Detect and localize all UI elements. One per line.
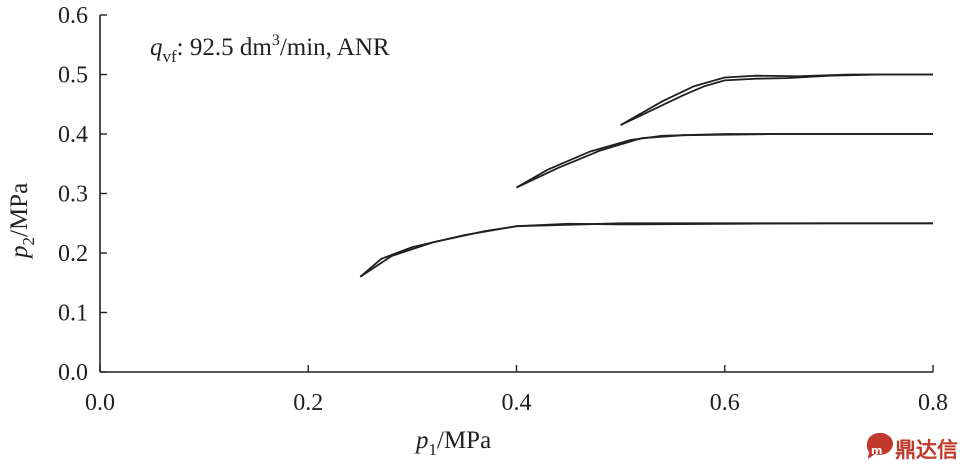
y-tick-label: 0.1 [58, 301, 88, 327]
series-line-2 [359, 222, 933, 278]
series-line-4 [516, 133, 933, 189]
watermark: m 鼎达信 [866, 432, 958, 462]
x-axis-title: p1/MPa [414, 427, 491, 459]
y-tick-label: 0.5 [58, 63, 88, 89]
chart-annotation: qvf: 92.5 dm3/min, ANR [150, 32, 390, 66]
y-tick-label: 0.6 [58, 3, 88, 29]
series-layer [359, 73, 933, 278]
series-line-3 [516, 133, 933, 189]
y-tick-label: 0.2 [58, 241, 88, 267]
x-tick-label: 0.0 [85, 390, 115, 416]
watermark-text: 鼎达信 [895, 438, 958, 462]
chat-bubble-icon: m [866, 432, 893, 459]
y-axis-title: p2/MPa [6, 183, 38, 260]
y-tick-label: 0.4 [58, 122, 88, 148]
x-tick-label: 0.2 [293, 390, 323, 416]
series-line-6 [620, 73, 933, 126]
x-tick-label: 0.6 [710, 390, 740, 416]
axes [99, 15, 933, 373]
y-tick-label: 0.3 [58, 182, 88, 208]
x-tick-label: 0.8 [918, 390, 948, 416]
y-tick-label: 0.0 [58, 360, 88, 386]
series-line-1 [359, 222, 933, 278]
y-axis-ticks: 0.0 0.1 0.2 0.3 0.4 0.5 0.6 [58, 3, 107, 386]
svg-text:m: m [871, 444, 882, 457]
x-axis-ticks: 0.0 0.2 0.4 0.6 0.8 [85, 365, 948, 416]
x-tick-label: 0.4 [502, 390, 532, 416]
